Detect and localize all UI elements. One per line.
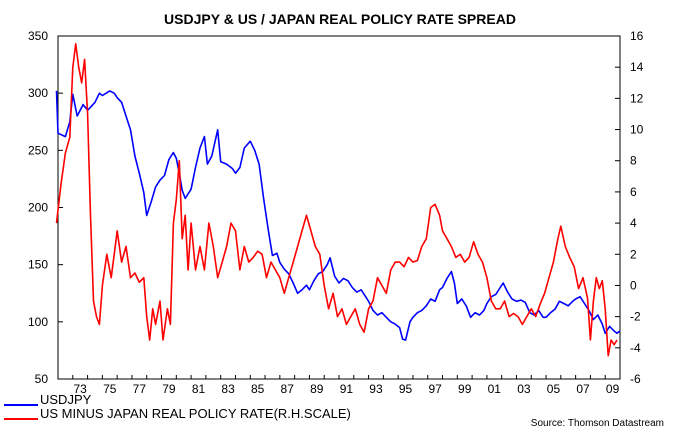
right-axis-tick-label: 8 — [630, 154, 637, 168]
x-axis-tick-label: 91 — [340, 382, 354, 396]
left-axis-tick-label: 100 — [28, 315, 48, 329]
source-note: Source: Thomson Datastream — [531, 418, 664, 429]
x-axis-tick-label: 85 — [251, 382, 265, 396]
right-axis-tick-label: 2 — [630, 247, 637, 261]
x-axis-tick-label: 87 — [281, 382, 295, 396]
left-axis-tick-label: 350 — [28, 29, 48, 43]
right-axis-tick-label: -2 — [630, 310, 641, 324]
right-axis-tick-label: 12 — [630, 91, 644, 105]
x-axis-tick-label: 89 — [310, 382, 324, 396]
right-axis-tick-label: -6 — [630, 372, 641, 386]
x-axis-tick-label: 83 — [221, 382, 235, 396]
x-axis-tick-label: 05 — [547, 382, 561, 396]
x-axis-tick-label: 09 — [606, 382, 620, 396]
left-axis: 50 100 150 200 250 300 350 — [28, 29, 63, 386]
left-axis-tick-label: 50 — [35, 372, 49, 386]
x-axis-tick-label: 97 — [428, 382, 442, 396]
x-axis-tick-label: 99 — [458, 382, 472, 396]
left-axis-tick-label: 150 — [28, 258, 48, 272]
series-line — [55, 90, 621, 341]
series-layer — [55, 43, 621, 357]
x-axis-tick-label: 73 — [74, 382, 88, 396]
right-axis: -6 -4 -2 0 2 4 6 8 10 12 14 16 — [615, 29, 644, 386]
x-axis: 73 75 77 79 81 83 85 87 89 91 93 95 97 99 01 03 05 07 09 — [57, 375, 621, 396]
plot-area-frame — [57, 35, 621, 380]
x-axis-tick-label: 75 — [103, 382, 117, 396]
right-axis-tick-label: 16 — [630, 29, 644, 43]
left-axis-tick-label: 200 — [28, 201, 48, 215]
right-axis-tick-label: 0 — [630, 278, 637, 292]
x-axis-tick-label: 01 — [488, 382, 502, 396]
right-axis-tick-label: 6 — [630, 185, 637, 199]
chart-title: USDJPY & US / JAPAN REAL POLICY RATE SPR… — [164, 11, 516, 27]
right-axis-tick-label: 10 — [630, 123, 644, 137]
series-line — [55, 43, 618, 357]
x-axis-tick-label: 95 — [399, 382, 413, 396]
x-axis-tick-label: 03 — [517, 382, 531, 396]
left-axis-tick-label: 250 — [28, 143, 48, 157]
right-axis-tick-label: -4 — [630, 341, 641, 355]
x-axis-tick-label: 77 — [133, 382, 147, 396]
legend-label: US MINUS JAPAN REAL POLICY RATE(R.H.SCAL… — [40, 406, 351, 421]
legend-label: USDJPY — [40, 392, 92, 407]
x-axis-tick-label: 07 — [576, 382, 590, 396]
x-axis-tick-label: 81 — [192, 382, 206, 396]
right-axis-tick-label: 4 — [630, 216, 637, 230]
x-axis-tick-label: 79 — [162, 382, 176, 396]
left-axis-tick-label: 300 — [28, 86, 48, 100]
x-axis-tick-label: 93 — [369, 382, 383, 396]
right-axis-tick-label: 14 — [630, 60, 644, 74]
